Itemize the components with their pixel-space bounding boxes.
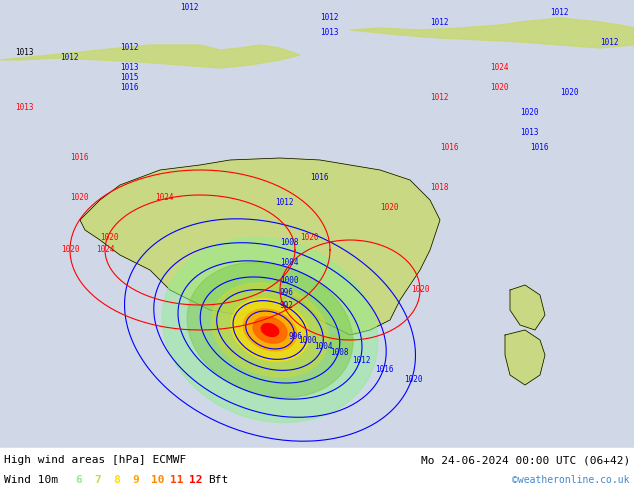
Text: 1012: 1012	[180, 3, 198, 12]
Text: 1024: 1024	[490, 63, 508, 72]
Text: Mo 24-06-2024 00:00 UTC (06+42): Mo 24-06-2024 00:00 UTC (06+42)	[421, 455, 630, 465]
Text: 1008: 1008	[280, 238, 299, 247]
Polygon shape	[350, 18, 634, 48]
Ellipse shape	[261, 323, 279, 337]
Text: 1004: 1004	[280, 258, 299, 267]
Text: 10: 10	[151, 475, 164, 485]
Text: 1020: 1020	[411, 286, 429, 294]
Text: 1013: 1013	[320, 28, 339, 37]
Text: 1012: 1012	[120, 43, 138, 52]
Ellipse shape	[253, 317, 287, 343]
Text: 1000: 1000	[280, 276, 299, 285]
Text: 1015: 1015	[120, 73, 138, 82]
Polygon shape	[325, 332, 355, 358]
Text: 996: 996	[288, 332, 302, 341]
Text: High wind areas [hPa] ECMWF: High wind areas [hPa] ECMWF	[4, 455, 186, 465]
Text: 996: 996	[280, 288, 294, 297]
Text: 12: 12	[189, 475, 202, 485]
Text: 1013: 1013	[15, 48, 34, 57]
Text: 1012: 1012	[600, 38, 619, 47]
Text: 1008: 1008	[330, 348, 349, 357]
Ellipse shape	[231, 299, 309, 361]
Text: 1018: 1018	[430, 183, 448, 192]
Text: 1012: 1012	[320, 13, 339, 22]
Text: Wind 10m: Wind 10m	[4, 475, 58, 485]
Text: 1020: 1020	[100, 233, 119, 242]
Polygon shape	[510, 285, 545, 330]
Text: 992: 992	[280, 301, 294, 310]
Text: 11: 11	[170, 475, 183, 485]
Text: 1016: 1016	[70, 153, 89, 162]
Text: 1020: 1020	[490, 83, 508, 92]
Polygon shape	[80, 158, 440, 335]
Text: 1020: 1020	[560, 88, 578, 97]
Text: 1013: 1013	[120, 63, 138, 72]
Ellipse shape	[243, 309, 297, 351]
Text: 8: 8	[113, 475, 120, 485]
Text: 1024: 1024	[155, 193, 174, 202]
Bar	[0, 50, 634, 450]
Text: 1020: 1020	[404, 375, 422, 384]
Ellipse shape	[162, 238, 378, 422]
Polygon shape	[505, 330, 545, 385]
Text: 1020: 1020	[520, 108, 538, 117]
Text: 1024: 1024	[96, 245, 114, 254]
Text: 1012: 1012	[550, 8, 569, 17]
Text: 7: 7	[94, 475, 101, 485]
Text: 1000: 1000	[299, 337, 317, 345]
Polygon shape	[0, 45, 300, 68]
Text: 6: 6	[75, 475, 82, 485]
Text: 1016: 1016	[120, 83, 138, 92]
Text: 1016: 1016	[375, 365, 394, 373]
Bar	[0, 448, 634, 490]
Text: 1020: 1020	[61, 245, 79, 254]
Text: 1016: 1016	[310, 173, 328, 182]
Text: 9: 9	[132, 475, 139, 485]
Text: 1020: 1020	[70, 193, 89, 202]
Text: 1020: 1020	[380, 203, 399, 212]
Text: 1012: 1012	[60, 53, 79, 62]
Ellipse shape	[187, 262, 353, 398]
Text: 1012: 1012	[352, 356, 370, 365]
Text: 1012: 1012	[430, 93, 448, 102]
Text: 1013: 1013	[15, 103, 34, 112]
Text: 1012: 1012	[430, 18, 448, 27]
Text: 1016: 1016	[440, 143, 458, 152]
Text: ©weatheronline.co.uk: ©weatheronline.co.uk	[512, 475, 630, 485]
Text: 1012: 1012	[275, 198, 294, 207]
Text: 1004: 1004	[314, 343, 333, 351]
Text: 1013: 1013	[520, 128, 538, 137]
Text: Bft: Bft	[208, 475, 228, 485]
Ellipse shape	[212, 283, 328, 377]
Text: 1016: 1016	[530, 143, 548, 152]
Text: 1020: 1020	[300, 233, 318, 242]
